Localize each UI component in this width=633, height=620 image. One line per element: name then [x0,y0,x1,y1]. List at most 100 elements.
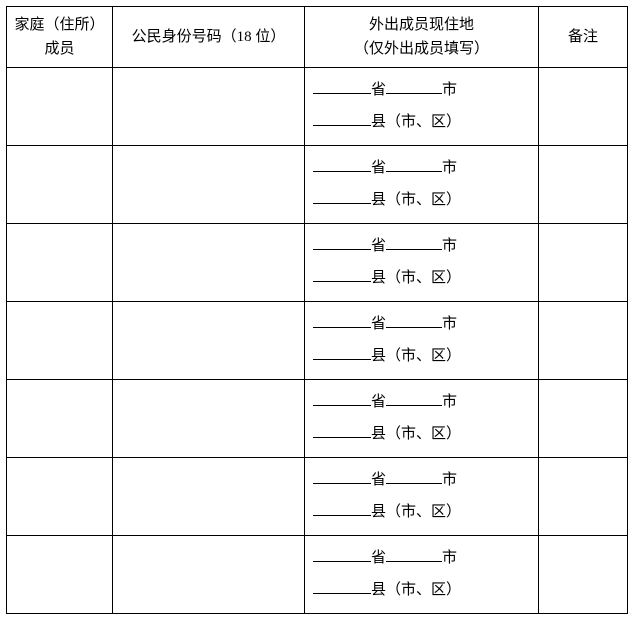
blank-city[interactable] [386,390,442,406]
cell-member[interactable] [7,458,113,536]
address-line-province-city: 省市 [313,543,534,575]
cell-address[interactable]: 省市县（市、区） [305,302,539,380]
address-line-province-city: 省市 [313,309,534,341]
label-city: 市 [442,238,457,254]
table-row: 省市县（市、区） [7,380,628,458]
header-label: 家庭（住所） [14,17,104,33]
table-row: 省市县（市、区） [7,224,628,302]
cell-id[interactable] [113,458,305,536]
cell-id[interactable] [113,380,305,458]
cell-member[interactable] [7,380,113,458]
label-county: 县（市、区） [371,426,461,442]
blank-city[interactable] [386,78,442,94]
blank-county[interactable] [313,266,371,282]
label-province: 省 [371,316,386,332]
col-header-id: 公民身份号码（18 位） [113,7,305,68]
table-row: 省 市县（市、区） [7,146,628,224]
cell-remark[interactable] [539,458,628,536]
address-line-county: 县（市、区） [313,185,534,217]
address-line-county: 县（市、区） [313,341,534,373]
blank-county[interactable] [313,500,371,516]
cell-remark[interactable] [539,146,628,224]
cell-remark[interactable] [539,224,628,302]
label-city: 市 [442,316,457,332]
address-line-province-city: 省市 [313,231,534,263]
col-header-address: 外出成员现住地 （仅外出成员填写） [305,7,539,68]
cell-remark[interactable] [539,536,628,614]
household-member-table: 家庭（住所） 成员 公民身份号码（18 位） 外出成员现住地 （仅外出成员填写）… [6,6,628,614]
address-line-province-city: 省市 [313,75,534,107]
blank-city[interactable] [386,312,442,328]
label-county: 县（市、区） [371,192,461,208]
header-label: 公民身份号码（18 位） [132,29,286,45]
label-county: 县（市、区） [371,504,461,520]
header-label: 成员 [44,41,74,57]
address-line-county: 县（市、区） [313,575,534,607]
cell-remark[interactable] [539,68,628,146]
blank-city[interactable] [386,546,442,562]
table-row: 省市县（市、区） [7,536,628,614]
blank-city[interactable] [386,468,442,484]
cell-member[interactable] [7,536,113,614]
address-line-county: 县（市、区） [313,419,534,451]
blank-city[interactable] [386,156,442,172]
address-line-province-city: 省市 [313,465,534,497]
cell-address[interactable]: 省市县（市、区） [305,458,539,536]
cell-id[interactable] [113,68,305,146]
blank-province[interactable] [313,468,371,484]
cell-remark[interactable] [539,302,628,380]
label-county: 县（市、区） [371,348,461,364]
blank-province[interactable] [313,312,371,328]
cell-id[interactable] [113,536,305,614]
label-county: 县（市、区） [371,270,461,286]
address-line-county: 县（市、区） [313,107,534,139]
label-province: 省 [371,82,386,98]
cell-address[interactable]: 省市县（市、区） [305,536,539,614]
cell-address[interactable]: 省市县（市、区） [305,68,539,146]
label-province: 省 [371,160,386,176]
table-row: 省市县（市、区） [7,68,628,146]
blank-county[interactable] [313,188,371,204]
label-county: 县（市、区） [371,582,461,598]
table-body: 省市县（市、区）省市县（市、区）省市县（市、区）省市县（市、区）省市县（市、区）… [7,68,628,614]
cell-address[interactable]: 省市县（市、区） [305,380,539,458]
address-line-province-city: 省市 [313,387,534,419]
label-city: 市 [442,394,457,410]
blank-province[interactable] [313,156,371,172]
table-row: 省市县（市、区） [7,458,628,536]
label-city: 市 [442,160,457,176]
cell-id[interactable] [113,224,305,302]
blank-province[interactable] [313,390,371,406]
blank-county[interactable] [313,422,371,438]
header-label: （仅外出成员填写） [354,41,489,57]
blank-province[interactable] [313,234,371,250]
cell-address[interactable]: 省 市县（市、区） [305,146,539,224]
blank-province[interactable] [313,78,371,94]
address-line-county: 县（市、区） [313,263,534,295]
label-province: 省 [371,550,386,566]
label-city: 市 [442,550,457,566]
table-header-row: 家庭（住所） 成员 公民身份号码（18 位） 外出成员现住地 （仅外出成员填写）… [7,7,628,68]
cell-id[interactable] [113,302,305,380]
col-header-remark: 备注 [539,7,628,68]
cell-member[interactable] [7,146,113,224]
cell-member[interactable] [7,68,113,146]
cell-member[interactable] [7,302,113,380]
blank-county[interactable] [313,110,371,126]
header-label: 备注 [568,29,598,45]
cell-remark[interactable] [539,380,628,458]
label-city: 市 [442,472,457,488]
cell-address[interactable]: 省市县（市、区） [305,224,539,302]
blank-county[interactable] [313,578,371,594]
cell-member[interactable] [7,224,113,302]
blank-province[interactable] [313,546,371,562]
address-line-county: 县（市、区） [313,497,534,529]
col-header-member: 家庭（住所） 成员 [7,7,113,68]
label-city: 市 [442,82,457,98]
table-row: 省市县（市、区） [7,302,628,380]
header-label: 外出成员现住地 [369,17,474,33]
blank-county[interactable] [313,344,371,360]
blank-city[interactable] [386,234,442,250]
cell-id[interactable] [113,146,305,224]
label-province: 省 [371,394,386,410]
